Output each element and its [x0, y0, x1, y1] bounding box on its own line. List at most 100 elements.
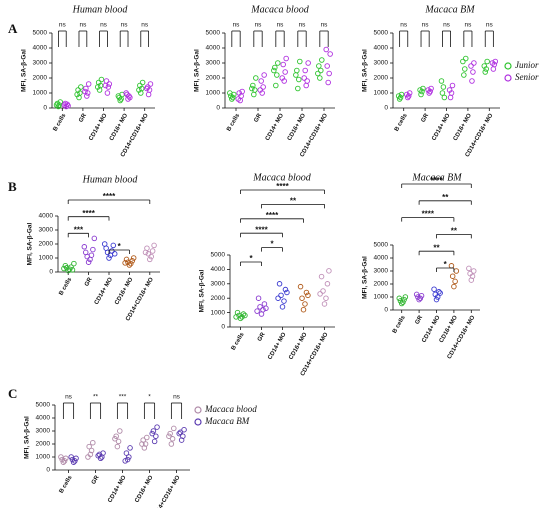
data-point — [413, 291, 420, 298]
comparison-label: * — [249, 254, 253, 263]
x-tick-label: B cells — [53, 112, 68, 132]
data-point — [463, 55, 469, 62]
data-point — [284, 289, 290, 296]
legend-label: Macaca BM — [204, 416, 250, 426]
data-point — [115, 438, 122, 445]
data-point — [404, 91, 410, 98]
data-point — [91, 235, 98, 242]
data-point — [110, 242, 117, 249]
x-tick-label: B cells — [231, 331, 246, 351]
data-point — [318, 273, 325, 280]
data-point — [148, 253, 154, 260]
data-point — [303, 289, 310, 296]
data-point — [451, 283, 457, 290]
significance-label: * — [148, 394, 151, 401]
data-point — [100, 450, 106, 456]
y-tick-label: 2000 — [206, 75, 221, 82]
data-point — [126, 454, 132, 460]
data-point — [492, 58, 499, 65]
y-axis-label: MFI, SA-β-Gal — [27, 223, 34, 266]
significance-label: ns — [173, 394, 181, 401]
data-point — [283, 55, 289, 62]
data-point — [327, 51, 333, 57]
data-point — [123, 256, 130, 263]
significance-label: ns — [486, 22, 494, 29]
legend-marker — [194, 406, 202, 414]
comparison-label: * — [118, 242, 122, 251]
data-point — [82, 88, 88, 95]
x-tick-label: GR — [415, 314, 425, 325]
data-point — [282, 69, 288, 75]
data-point — [109, 248, 115, 254]
x-tick-label: CD14+ MO — [267, 332, 287, 361]
y-tick-label: 1000 — [374, 294, 389, 301]
data-point — [90, 246, 96, 253]
y-tick-label: 1000 — [211, 309, 226, 316]
y-tick-label: 3000 — [33, 60, 48, 67]
data-point — [61, 102, 68, 108]
data-point — [239, 88, 245, 95]
y-tick-label: 1000 — [39, 255, 54, 262]
data-point — [317, 75, 323, 81]
comparison-label: **** — [255, 225, 268, 234]
x-tick-label: B cells — [58, 276, 73, 296]
data-point — [297, 283, 304, 290]
data-point — [299, 295, 305, 301]
data-point — [260, 84, 266, 90]
significance-label: *** — [119, 394, 127, 401]
data-point — [303, 82, 309, 89]
data-point — [106, 255, 112, 261]
data-point — [318, 67, 324, 74]
data-point — [468, 63, 474, 69]
y-tick-label: 2000 — [33, 75, 48, 82]
data-point — [81, 244, 88, 250]
data-point — [436, 289, 442, 295]
data-point — [136, 87, 142, 93]
data-point — [326, 70, 332, 77]
data-point — [62, 262, 69, 269]
data-point — [129, 258, 136, 264]
comparison-label: **** — [430, 176, 443, 185]
comparison-label: **** — [103, 192, 116, 201]
data-point — [85, 259, 92, 265]
y-tick-label: 2000 — [39, 241, 54, 248]
significance-label: ns — [321, 22, 329, 29]
data-point — [122, 458, 128, 464]
data-point — [171, 425, 177, 432]
y-axis-label: MFI, SA-β-Gal — [362, 256, 369, 299]
data-point — [279, 75, 285, 81]
panel-label: B — [8, 179, 17, 194]
data-point — [280, 61, 286, 68]
x-tick-label: CD14+ MO — [265, 113, 285, 142]
data-point — [151, 438, 158, 445]
legend-label: Senior — [515, 72, 539, 82]
data-point — [326, 268, 332, 274]
y-tick-label: 5000 — [36, 402, 51, 409]
y-tick-label: 2000 — [374, 281, 389, 288]
comparison-label: **** — [82, 209, 95, 218]
data-point — [467, 270, 473, 277]
significance-label: ns — [59, 22, 67, 29]
data-point — [169, 436, 176, 442]
comparison-label: ** — [290, 197, 297, 206]
data-point — [316, 63, 322, 69]
data-point — [180, 433, 186, 439]
data-point — [151, 242, 157, 249]
chart-title: Macaca BM — [411, 172, 462, 183]
data-point — [144, 434, 150, 441]
data-point — [396, 295, 403, 302]
data-point — [323, 46, 329, 53]
data-point — [452, 278, 458, 285]
data-point — [127, 445, 133, 451]
comparison-label: *** — [74, 225, 84, 234]
y-axis-label: MFI, SA-β-Gal — [199, 270, 206, 313]
data-point — [177, 429, 184, 436]
data-point — [98, 76, 105, 83]
data-point — [470, 69, 476, 75]
data-point — [304, 78, 310, 84]
data-point — [301, 75, 307, 81]
comparison-label: * — [444, 260, 448, 269]
chart-title: Macaca BM — [424, 4, 475, 15]
data-point — [305, 292, 311, 299]
